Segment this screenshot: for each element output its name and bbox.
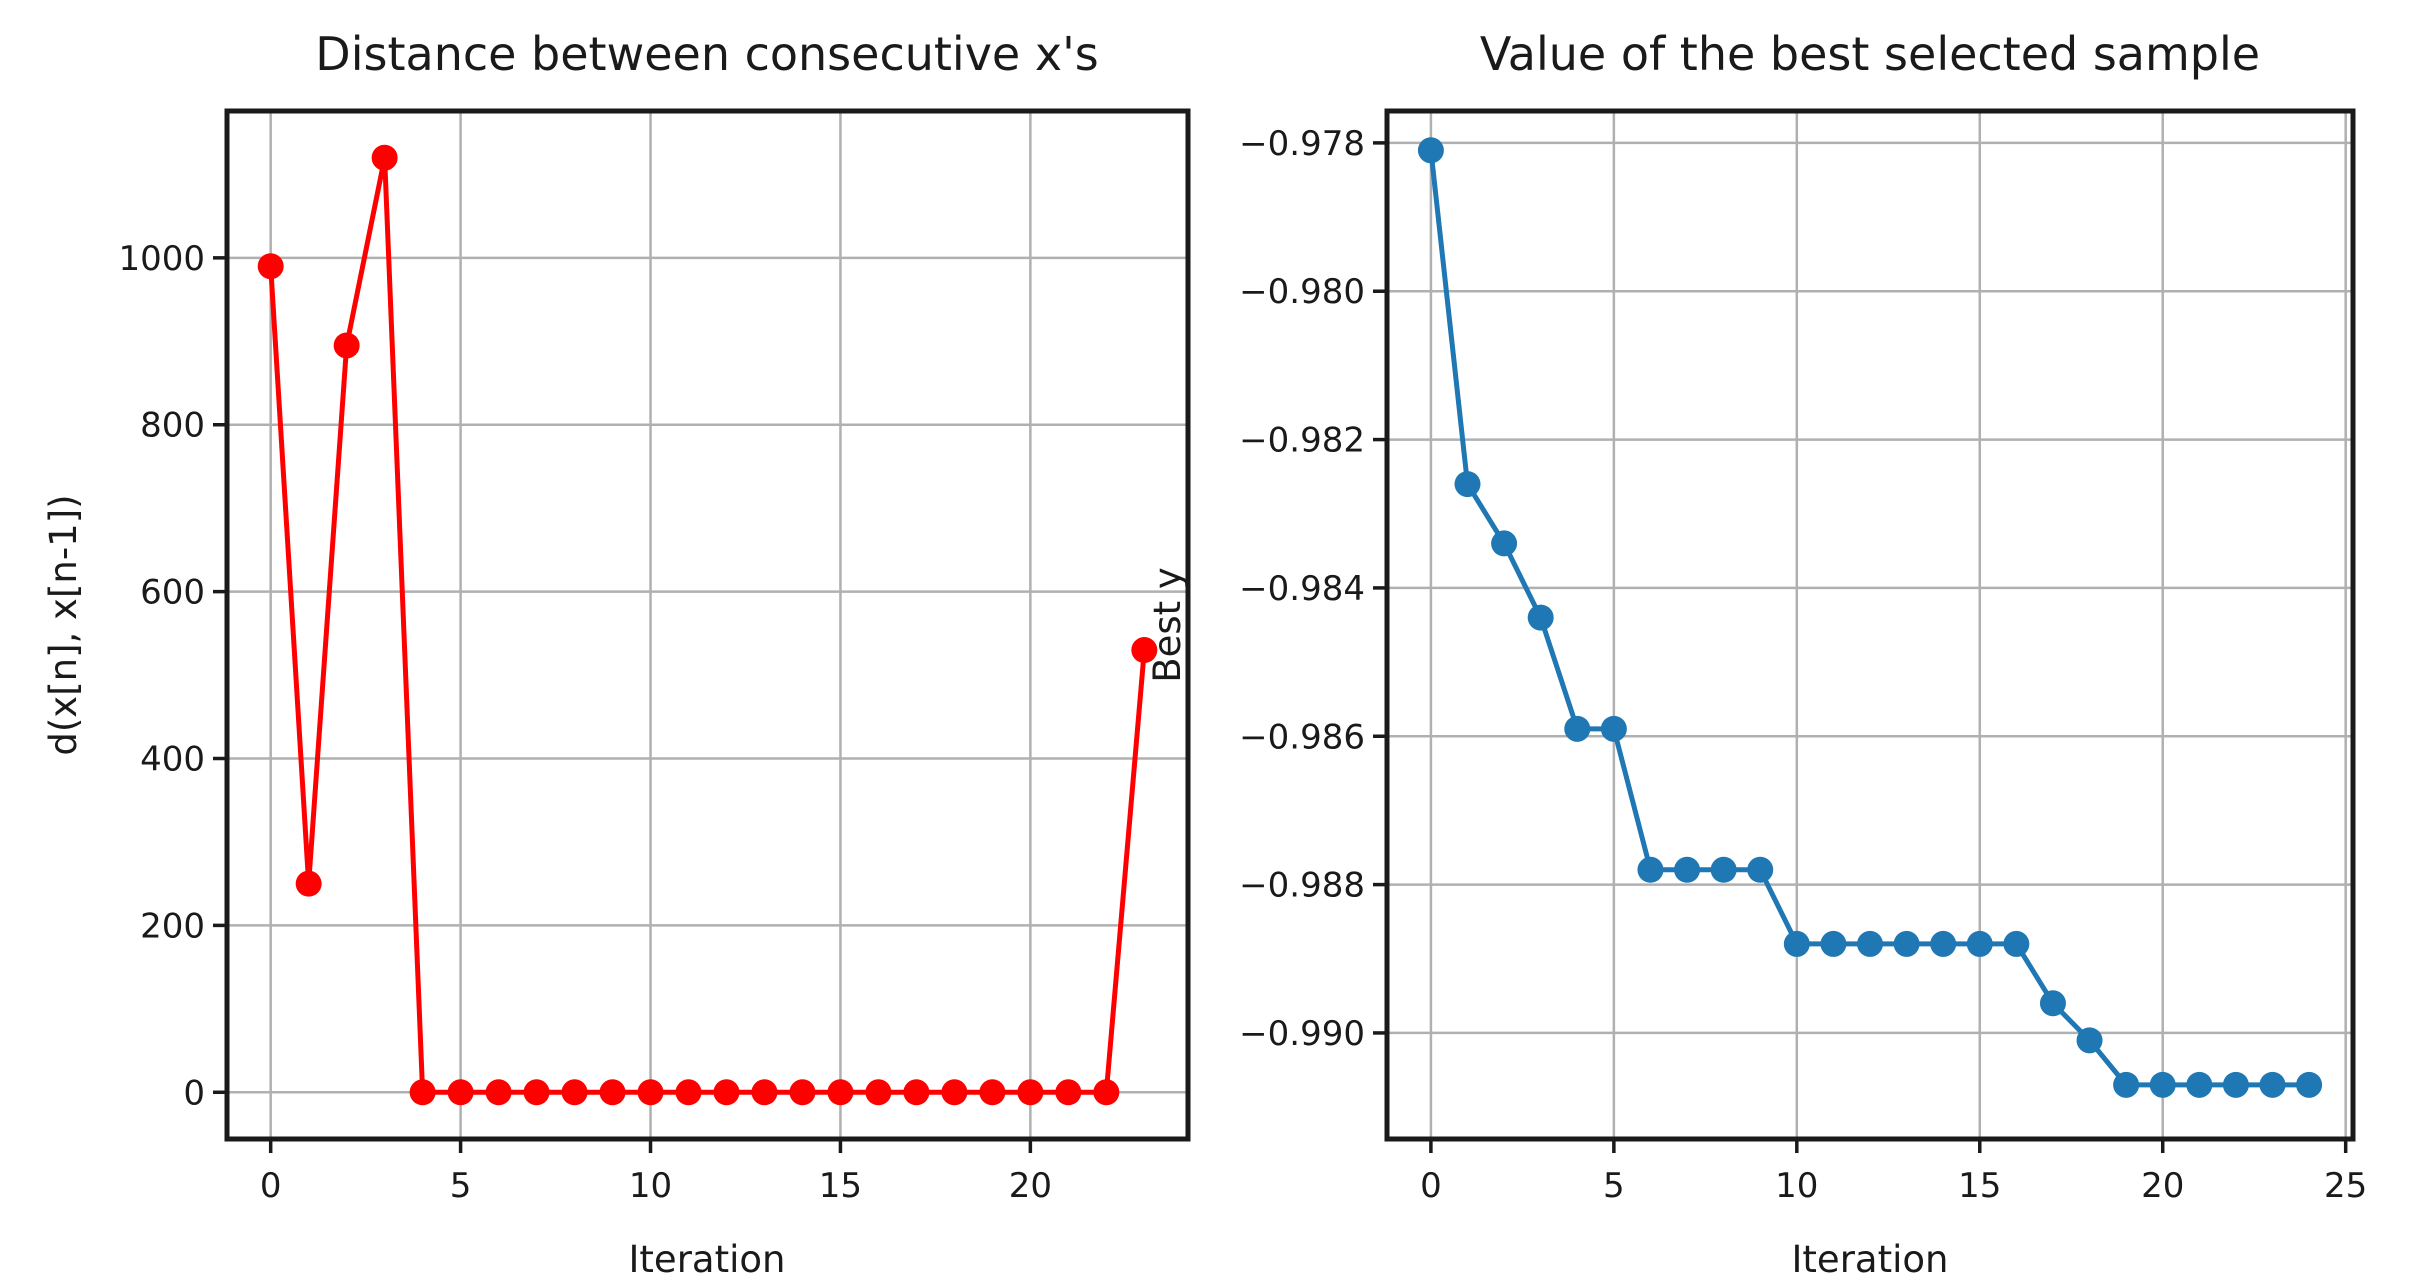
data-point [1674,856,1701,883]
x-tick-label: 25 [2324,1166,2367,1206]
data-point [1893,930,1920,957]
data-point [1564,715,1591,742]
data-point [1710,856,1737,883]
axes-background [227,111,1188,1139]
data-point [2149,1071,2176,1098]
x-tick-label: 0 [260,1166,282,1206]
data-point [2222,1071,2249,1098]
data-point [1930,930,1957,957]
data-point [2296,1071,2323,1098]
data-point [371,144,398,171]
chart-title: Value of the best selected sample [1480,27,2260,81]
data-point [1600,715,1627,742]
data-point [979,1079,1006,1106]
data-point [713,1079,740,1106]
y-tick-label: −0.980 [1239,272,1365,312]
left-chart: Distance between consecutive x's Iterati… [42,27,1191,1281]
data-point [599,1079,626,1106]
data-point [2186,1071,2213,1098]
data-point [1747,856,1774,883]
x-tick-label: 20 [2141,1166,2184,1206]
y-tick-label: −0.988 [1239,866,1365,906]
data-point [1966,930,1993,957]
plot-area: 0 5 10 15 20 25 −0.978 −0.980 −0.982 −0.984 −0.986… [1239,108,2367,1206]
data-point [295,870,322,897]
data-point [1131,637,1158,664]
x-tick-label: 0 [1420,1166,1442,1206]
y-tick-label: 200 [140,906,205,946]
data-point [523,1079,550,1106]
data-point [1527,604,1554,631]
data-point [1417,137,1444,164]
data-point [1454,471,1481,498]
data-point [561,1079,588,1106]
data-point [1857,930,1883,957]
data-point [2039,990,2066,1017]
data-point [1820,930,1847,957]
y-tick-label: −0.990 [1239,1014,1365,1054]
chart-title: Distance between consecutive x's [315,27,1098,81]
data-point [865,1079,892,1106]
x-tick-label: 10 [629,1166,672,1206]
y-tick-label: 600 [140,573,205,613]
y-tick-label: −0.978 [1239,124,1365,164]
data-point [1491,530,1518,557]
y-axis-label: Best y [1146,567,1189,683]
data-point [1017,1079,1044,1106]
data-point [827,1079,854,1106]
data-point [2113,1071,2140,1098]
x-tick-label: 5 [450,1166,472,1206]
data-point [1637,856,1664,883]
y-tick-label: 400 [140,740,205,780]
axes-border [1384,108,2356,1142]
y-axis-label: d(x[n], x[n-1]) [42,494,85,755]
data-point [751,1079,778,1106]
y-tick-label: 0 [183,1073,205,1113]
data-point [2076,1027,2103,1054]
y-tick-label: −0.982 [1239,421,1365,461]
data-point [333,332,360,359]
data-point [1783,930,1810,957]
x-axis-label: Iteration [1792,1238,1949,1281]
data-point [485,1079,512,1106]
data-point [1055,1079,1082,1106]
data-point [941,1079,968,1106]
data-point [637,1079,664,1106]
right-chart: Value of the best selected sample Iterat… [1146,27,2367,1281]
x-tick-label: 15 [819,1166,862,1206]
x-tick-label: 20 [1009,1166,1052,1206]
data-point [2259,1071,2286,1098]
data-point [903,1079,930,1106]
axes-border [224,108,1191,1142]
x-tick-label: 10 [1775,1166,1818,1206]
x-axis-label: Iteration [629,1238,786,1281]
x-tick-label: 5 [1603,1166,1625,1206]
y-tick-label: 800 [140,406,205,446]
y-tick-label: −0.984 [1239,569,1365,609]
data-point [257,253,284,280]
data-point [447,1079,474,1106]
y-tick-label: −0.986 [1239,717,1365,757]
data-point [675,1079,702,1106]
x-tick-label: 15 [1958,1166,2001,1206]
data-point [2003,930,2030,957]
data-point [789,1079,816,1106]
data-point [409,1079,436,1106]
data-point [1093,1079,1120,1106]
y-tick-label: 1000 [118,239,205,279]
